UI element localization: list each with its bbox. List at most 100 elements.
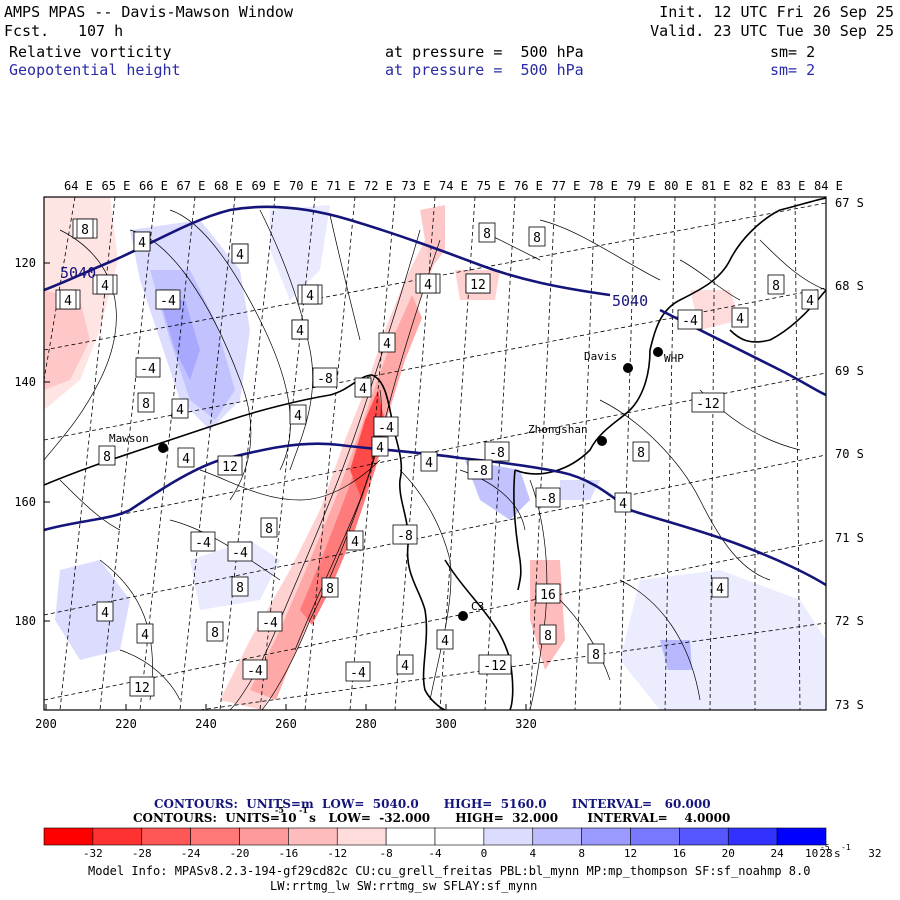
vorticity-label: -8: [312, 367, 338, 388]
vorticity-label: 4: [301, 284, 319, 305]
vorticity-label-text: 4: [64, 294, 72, 309]
vorticity-contours-text: CONTOURS: UNITS=10 s LOW= -32.000 HIGH= …: [133, 811, 731, 825]
vorticity-label: 4: [59, 289, 77, 310]
colorbar-label: -4: [428, 847, 442, 860]
vorticity-label: 4: [378, 332, 396, 353]
vorticity-label-text: 4: [138, 236, 146, 251]
vorticity-label-text: -4: [232, 546, 248, 561]
vorticity-label: -4: [677, 309, 703, 330]
station-label: WHP: [664, 352, 684, 365]
model-info-line2: LW:rrtmg_lw SW:rrtmg_sw SFLAY:sf_mynn: [270, 879, 538, 893]
vorticity-label: -4: [257, 611, 283, 632]
colorbar-swatch: [727, 827, 778, 846]
colorbar-label: -24: [181, 847, 201, 860]
y-axis-label: 160: [14, 495, 36, 509]
vorticity-label: 4: [420, 451, 438, 472]
parallels: [44, 202, 826, 710]
lon-label: 73 E: [402, 179, 431, 193]
map-title: AMPS MPAS -- Davis-Mawson Window: [4, 3, 293, 21]
colorbar-swatch: [288, 827, 338, 846]
vorticity-label: 8: [528, 226, 546, 247]
vorticity-label-text: 16: [540, 588, 556, 603]
field1-name: Relative vorticity: [9, 43, 172, 61]
station-label: Mawson: [109, 432, 149, 445]
station-marker: [623, 363, 633, 373]
x-axis-label: 220: [115, 717, 137, 731]
colorbar-swatch: [239, 827, 289, 846]
x-axis-label: 260: [275, 717, 297, 731]
colorbar-swatch: [92, 827, 143, 846]
vorticity-label-text: -4: [195, 536, 211, 551]
vorticity-label-text: -8: [540, 492, 556, 507]
vorticity-label: 8: [206, 621, 224, 642]
station-label: Davis: [584, 350, 617, 363]
vorticity-label: 4: [354, 377, 372, 398]
vorticity-label-text: 8: [103, 450, 111, 465]
vorticity-label: 4: [96, 601, 114, 622]
vorticity-label: 8: [539, 624, 557, 645]
vorticity-label: -12: [691, 392, 725, 413]
lon-label: 65 E: [102, 179, 131, 193]
units-exponent-s: -1: [299, 805, 308, 815]
vorticity-label: -4: [345, 661, 371, 682]
vorticity-label: 8: [137, 392, 155, 413]
lon-label: 76 E: [514, 179, 543, 193]
vorticity-label-text: 4: [101, 606, 109, 621]
vorticity-label: 12: [129, 676, 155, 697]
colorbar-label: 8: [578, 847, 585, 860]
lon-label: 69 E: [252, 179, 281, 193]
vorticity-label: -4: [227, 541, 253, 562]
vorticity-label-text: -4: [682, 314, 698, 329]
vorticity-label-text: -8: [489, 446, 505, 461]
lat-label: 72 S: [835, 614, 864, 628]
vorticity-label: 8: [478, 222, 496, 243]
colorbar-swatch: [43, 827, 94, 846]
vorticity-label-text: 4: [296, 324, 304, 339]
vorticity-label-text: 4: [182, 452, 190, 467]
station-marker: [458, 611, 468, 621]
lon-label: 84 E: [814, 179, 843, 193]
lat-label: 67 S: [835, 196, 864, 210]
height-contour-label: 5040: [612, 292, 648, 310]
vorticity-label: -4: [155, 289, 181, 310]
field1-smoothing: sm= 2: [770, 43, 816, 61]
vorticity-label: 4: [133, 231, 151, 252]
y-axis-label: 120: [14, 256, 36, 270]
stations-layer: Davis WHP Zhongshan Mawson C3: [109, 347, 684, 621]
vorticity-label: -8: [392, 524, 418, 545]
vorticity-label: 4: [171, 398, 189, 419]
vorticity-label: 4: [419, 273, 437, 294]
vorticity-label-layer: -84412-44-4-8-884-8-44844-48412-84-848-8…: [55, 218, 819, 697]
init-time: Init. 12 UTC Fri 26 Sep 25: [659, 3, 894, 21]
vorticity-label-text: 12: [134, 681, 150, 696]
vorticity-label-text: 4: [806, 294, 814, 309]
y-axis-label: 180: [14, 614, 36, 628]
colorbar-units-s-exponent: -1: [841, 843, 851, 852]
height-contour-label: 5040: [60, 264, 96, 282]
vorticity-label-text: -4: [350, 666, 366, 681]
field2-smoothing: sm= 2: [770, 61, 816, 79]
colorbar-label: -12: [327, 847, 347, 860]
vorticity-label: 4: [177, 447, 195, 468]
colorbar-swatch: [532, 827, 582, 846]
vorticity-label-text: 4: [716, 582, 724, 597]
colorbar-label: 12: [624, 847, 637, 860]
colorbar-swatch: [630, 827, 680, 846]
vorticity-label: -4: [373, 416, 399, 437]
vorticity-label: 8: [321, 577, 339, 598]
station-label: Zhongshan: [528, 423, 588, 436]
station-marker: [653, 347, 663, 357]
vorticity-label: 4: [346, 530, 364, 551]
vorticity-label: -4: [190, 531, 216, 552]
lon-label: 77 E: [552, 179, 581, 193]
vorticity-label-text: 4: [619, 497, 627, 512]
lat-label: 69 S: [835, 364, 864, 378]
vorticity-label: 4: [614, 492, 632, 513]
vorticity-label: 4: [396, 654, 414, 675]
vorticity-label-text: 8: [483, 227, 491, 242]
vorticity-contours: [44, 209, 826, 710]
units-exponent: -5: [275, 805, 284, 815]
lon-label: 74 E: [439, 179, 468, 193]
vorticity-label-text: -4: [262, 616, 278, 631]
colorbar-units-s: s: [834, 847, 841, 860]
